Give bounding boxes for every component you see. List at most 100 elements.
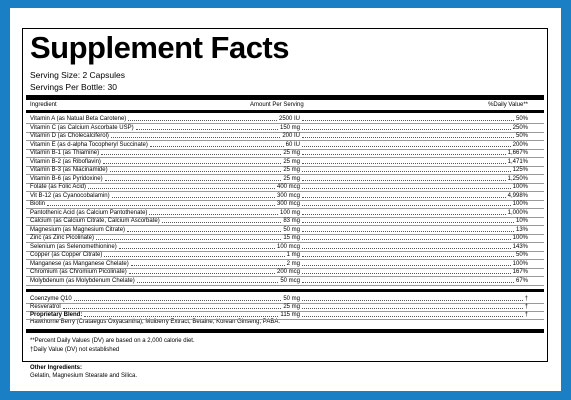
row-right: 125%: [300, 166, 528, 174]
amount: 150 mg: [279, 124, 300, 131]
amount: 25 mg: [283, 304, 300, 310]
nutrient-row: Coenzyme Q10 50 mg †: [30, 295, 528, 303]
row-right: †: [300, 295, 528, 303]
row-right: 50%: [300, 132, 528, 140]
daily-value: 250%: [512, 124, 528, 131]
nutrient-row: Pantothenic Acid (as Calcium Pantothenat…: [30, 209, 528, 217]
leader: [302, 209, 506, 215]
leader: [73, 295, 282, 301]
row-rule: [26, 208, 544, 209]
leader: [302, 303, 523, 309]
row-left: Selenium (as Selenomethionine) 100 mcg: [30, 243, 300, 251]
row-right: 13%: [300, 226, 528, 234]
row-left: Manganese (as Manganese Chelate) 2 mg: [30, 260, 300, 268]
amount: 300 mcg: [276, 201, 300, 207]
row-right: 4,998%: [300, 192, 528, 200]
daily-value: 100%: [512, 260, 528, 267]
ingredient-name: Manganese (as Manganese Chelate): [30, 260, 129, 267]
row-right: 50%: [300, 251, 528, 259]
leader: [101, 149, 282, 155]
leader: [302, 268, 511, 274]
row-left: Magnesium (as Magnesium Citrate) 50 mg: [30, 226, 300, 234]
leader: [302, 132, 514, 138]
daily-value: 1,000%: [507, 209, 528, 216]
daily-value: 1,250%: [507, 175, 528, 182]
ingredient-name: Vitamin A (as Natual Beta Carotene): [30, 116, 127, 122]
leader: [302, 226, 514, 232]
leader: [302, 277, 514, 283]
row-rule: [26, 216, 544, 218]
leader: [109, 166, 282, 172]
nutrient-row: Vitamin E (as d-alpha Tocopheryl Succina…: [30, 141, 528, 149]
thick-rule: [26, 95, 544, 100]
leader: [302, 234, 511, 240]
blend-ingredients: Hawthorne Berry (Crataegus Oxyacantha), …: [30, 319, 281, 325]
leader: [302, 149, 506, 155]
leader: [96, 234, 282, 240]
daily-value: 1,667%: [507, 150, 528, 156]
leader: [302, 295, 523, 301]
leader: [130, 260, 285, 266]
nutrient-row: Vitamin B-6 (as Pyridoxine) 25 mg 1,250%: [30, 175, 528, 183]
other-ingredients-text: Gelatin, Magnesium Stearate and Silica.: [30, 373, 138, 379]
nutrient-row: Manganese (as Manganese Chelate) 2 mg 100%: [30, 260, 528, 268]
row-right: 1,667%: [300, 149, 528, 157]
row-right: 250%: [300, 124, 528, 132]
row-right: 1,471%: [300, 158, 528, 166]
row-rule: [26, 276, 544, 277]
daily-value: 143%: [512, 243, 528, 250]
amount: 200 IU: [282, 133, 300, 139]
thick-rule: [26, 289, 544, 292]
amount: 400 mcg: [276, 184, 300, 190]
row-left: Vit B-12 (as Cyanocobalamin) 300 mcg: [30, 192, 300, 200]
column-header: Amount Per Serving: [250, 102, 304, 108]
leader: [302, 115, 514, 121]
row-left: Vitamin A (as Natual Beta Carotene) 2500 …: [30, 115, 300, 123]
row-rule: [26, 123, 544, 124]
row-left: Calcium (as Calcium Citrate, Calcium Asc…: [30, 217, 300, 225]
nutrient-row: Copper (as Copper Citrate) 1 mg 50%: [30, 251, 528, 259]
daily-value: 100%: [512, 235, 528, 241]
row-rule: [26, 259, 544, 260]
row-rule: [26, 165, 544, 167]
column-header: Ingredient: [30, 102, 57, 108]
row-left: Vitamin E (as d-alpha Tocopheryl Succina…: [30, 141, 300, 149]
ingredient-name: Vitamin B-6 (as Pyridoxine): [30, 175, 103, 182]
leader: [111, 192, 275, 198]
leader: [110, 132, 281, 138]
row-right: †: [300, 303, 528, 311]
daily-value: 13%: [515, 226, 528, 233]
row-left: Molybdenum (as Molybdenum Chelate) 50 mcg: [30, 277, 300, 285]
amount: 200 mcg: [276, 269, 300, 275]
daily-value: 67%: [515, 277, 528, 284]
row-rule: [26, 311, 544, 312]
row-rule: [26, 225, 544, 226]
daily-value: 10%: [515, 218, 528, 224]
leader: [149, 141, 284, 147]
ingredient-name: Vitamin C (as Calcium Ascorbate USP): [30, 124, 134, 131]
row-rule: [26, 140, 544, 141]
row-rule: [26, 284, 544, 286]
nutrient-row: Vitamin D (as Cholecalciferol) 200 IU 50%: [30, 132, 528, 140]
row-rule: [26, 250, 544, 252]
row-right: 100%: [300, 260, 528, 268]
row-left: Pantothenic Acid (as Calcium Pantothenat…: [30, 209, 300, 217]
amount: 25 mg: [283, 158, 300, 165]
leader: [302, 192, 506, 198]
row-rule: [26, 242, 544, 243]
leader: [128, 115, 277, 121]
leader: [136, 277, 279, 283]
row-right: 100%: [300, 183, 528, 191]
amount: 50 mcg: [280, 277, 300, 284]
nutrient-row: Zinc (as Zinc Picolinate) 15 mg 100%: [30, 234, 528, 242]
nutrient-row: Vitamin B-3 (as Niacinamide) 25 mg 125%: [30, 166, 528, 174]
nutrient-row: Selenium (as Selenomethionine) 100 mcg 143…: [30, 243, 528, 251]
leader: [127, 226, 282, 232]
amount: 2 mg: [286, 260, 300, 267]
ingredient-name: Vitamin B-2 (as Riboflavin): [30, 158, 101, 165]
leader: [302, 200, 511, 206]
leader: [84, 311, 279, 317]
serving-size: Serving Size: 2 Capsules: [30, 70, 125, 80]
leader: [302, 217, 514, 223]
nutrient-row: Folate (as Folic Acid) 400 mcg 100%: [30, 183, 528, 191]
